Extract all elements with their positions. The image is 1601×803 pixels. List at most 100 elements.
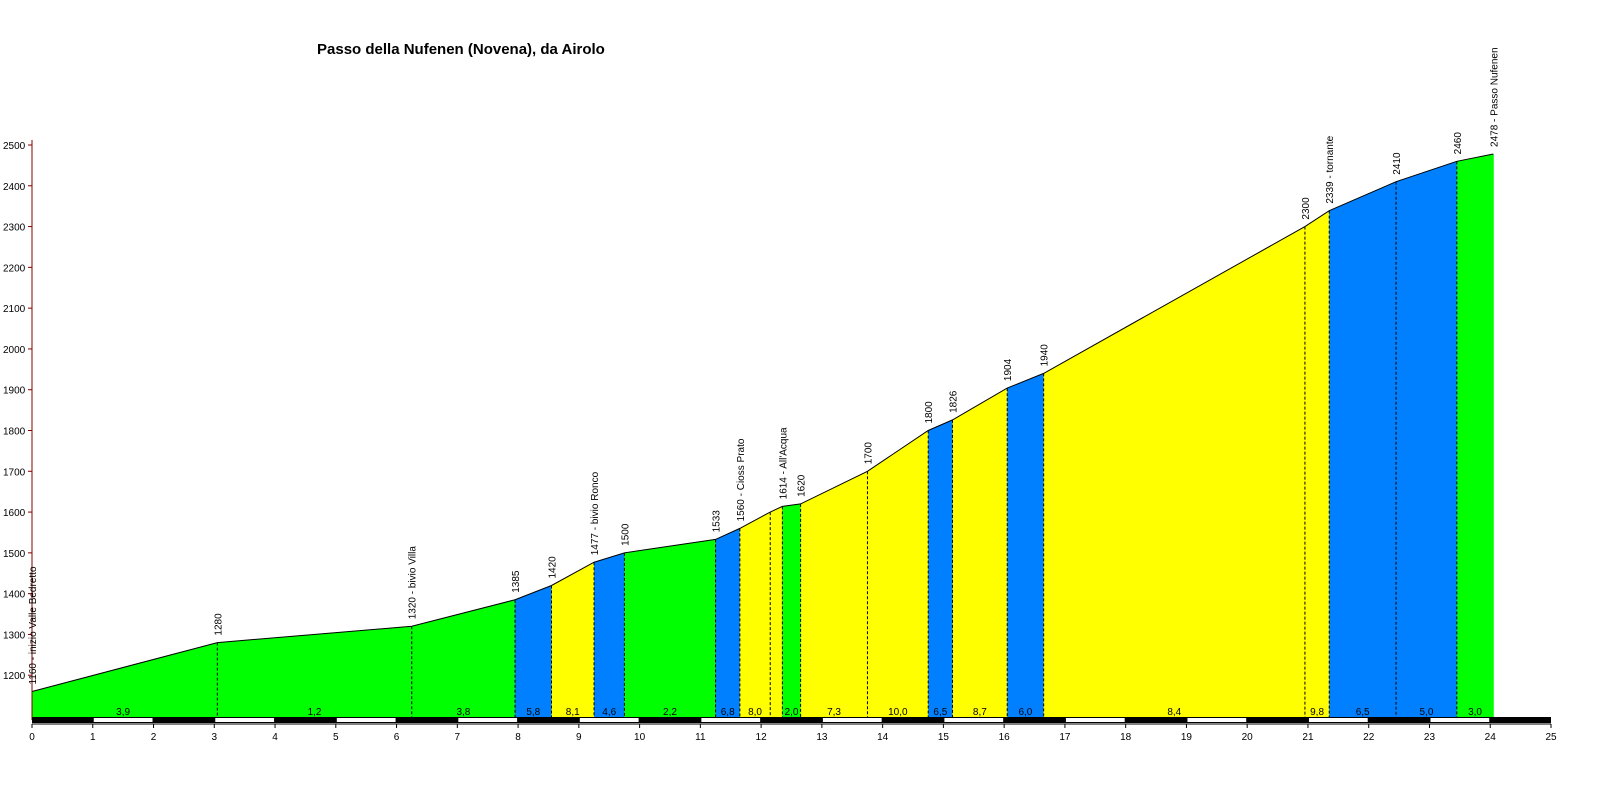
y-tick-label: 1800 bbox=[3, 427, 26, 438]
x-tick-label: 12 bbox=[756, 732, 768, 743]
x-tick-label: 13 bbox=[816, 732, 828, 743]
y-tick-label: 2100 bbox=[3, 304, 26, 315]
scale-bar-white-block bbox=[1187, 718, 1247, 722]
grade-label: 8,1 bbox=[566, 707, 580, 718]
segment-fill bbox=[1007, 373, 1044, 720]
scale-bar-white-block bbox=[944, 718, 1004, 722]
segment-fill bbox=[770, 506, 783, 720]
x-tick-label: 18 bbox=[1120, 732, 1132, 743]
scale-bar-white-block bbox=[822, 718, 882, 722]
segment-fill bbox=[928, 419, 953, 720]
x-tick-label: 10 bbox=[634, 732, 646, 743]
y-tick-label: 1400 bbox=[3, 590, 26, 601]
point-label: 1614 - All'Acqua bbox=[778, 427, 789, 499]
scale-bar-white-block bbox=[579, 718, 639, 722]
x-tick-label: 22 bbox=[1363, 732, 1375, 743]
scale-bar-white-block bbox=[336, 718, 396, 722]
y-tick-label: 2400 bbox=[3, 182, 26, 193]
x-tick-label: 20 bbox=[1242, 732, 1254, 743]
grade-label: 1,2 bbox=[308, 707, 322, 718]
point-labels: 1160 - inizio Valle Bedretto 1280 1320 - b… bbox=[28, 47, 1500, 684]
grade-label: 3,8 bbox=[456, 707, 470, 718]
scale-bar-base bbox=[32, 717, 1551, 723]
y-tick-label: 2500 bbox=[3, 141, 26, 152]
segment-fill bbox=[624, 539, 716, 720]
scale-bar-white-block bbox=[458, 718, 518, 722]
point-label: 1700 bbox=[863, 442, 874, 465]
profile-outline bbox=[31, 153, 1494, 693]
segment-fill bbox=[551, 562, 595, 720]
x-tick-label: 7 bbox=[455, 732, 461, 743]
x-tick-label: 16 bbox=[999, 732, 1011, 743]
grade-label: 6,5 bbox=[1356, 707, 1370, 718]
x-tick-label: 6 bbox=[394, 732, 400, 743]
segment-fill bbox=[411, 599, 516, 720]
segment-fill bbox=[515, 585, 552, 720]
x-tick-label: 2 bbox=[151, 732, 157, 743]
grade-label: 8,4 bbox=[1167, 707, 1181, 718]
segment-fill bbox=[594, 552, 625, 720]
grade-label: 3,9 bbox=[116, 707, 130, 718]
point-label: 1477 - bivio Ronco bbox=[590, 471, 601, 555]
point-label: 1320 - bivio Villa bbox=[408, 546, 419, 620]
x-tick-label: 4 bbox=[272, 732, 278, 743]
x-tick-label: 5 bbox=[333, 732, 339, 743]
scale-bar-white-block bbox=[93, 718, 153, 722]
scale-bar-white-block bbox=[215, 718, 275, 722]
x-tick-label: 11 bbox=[695, 732, 706, 743]
point-label: 1940 bbox=[1040, 344, 1051, 367]
scale-bar-white-block bbox=[1065, 718, 1125, 722]
point-label: 1826 bbox=[949, 390, 960, 413]
x-tick-label: 25 bbox=[1545, 732, 1557, 743]
scale-bar-white-block bbox=[1430, 718, 1490, 722]
segment-fill bbox=[800, 471, 868, 720]
x-tick-label: 8 bbox=[515, 732, 521, 743]
x-axis: 0 1 2 3 4 5 6 7 8 9 10 11 12 13 14 15 16 17 18 19 20 21 22 23 24… bbox=[29, 723, 1557, 743]
x-tick-label: 19 bbox=[1181, 732, 1193, 743]
scale-bar-white-block bbox=[1308, 718, 1368, 722]
grade-label: 2,0 bbox=[785, 707, 799, 718]
x-tick-label: 14 bbox=[877, 732, 889, 743]
y-axis: 1200 1300 1400 1500 1600 1700 1800 1900 2000 2100… bbox=[3, 140, 33, 720]
point-label: 1420 bbox=[547, 556, 558, 579]
y-tick-label: 2300 bbox=[3, 223, 26, 234]
grade-label: 5,8 bbox=[526, 707, 540, 718]
x-tick-label: 1 bbox=[90, 732, 96, 743]
grade-label: 7,3 bbox=[827, 707, 841, 718]
grade-label: 3,0 bbox=[1468, 707, 1482, 718]
chart-title: Passo della Nufenen (Novena), da Airolo bbox=[317, 41, 605, 58]
segment-fill bbox=[739, 512, 771, 720]
y-tick-label: 1700 bbox=[3, 467, 26, 478]
scale-bar-white-block bbox=[701, 718, 761, 722]
grade-label: 10,0 bbox=[888, 707, 908, 718]
y-tick-label: 1300 bbox=[3, 630, 26, 641]
y-tick-label: 1200 bbox=[3, 671, 26, 682]
point-label: 2410 bbox=[1392, 152, 1403, 175]
grade-label: 4,6 bbox=[602, 707, 616, 718]
segment-fill bbox=[1456, 153, 1494, 721]
point-label: 1800 bbox=[924, 401, 935, 424]
x-tick-label: 21 bbox=[1302, 732, 1314, 743]
point-label: 1160 - inizio Valle Bedretto bbox=[28, 566, 39, 684]
grade-label: 9,8 bbox=[1310, 707, 1324, 718]
profile-line bbox=[31, 153, 1494, 693]
point-label: 2478 - Passo Nufenen bbox=[1489, 47, 1500, 147]
x-tick-label: 0 bbox=[29, 732, 35, 743]
point-label: 1533 bbox=[712, 510, 723, 533]
point-label: 1620 bbox=[797, 474, 808, 497]
x-tick-label: 15 bbox=[938, 732, 950, 743]
y-tick-label: 1900 bbox=[3, 386, 26, 397]
point-label: 1904 bbox=[1003, 358, 1014, 381]
segment-fill bbox=[1396, 161, 1457, 721]
x-tick-label: 17 bbox=[1059, 732, 1071, 743]
y-tick-label: 2200 bbox=[3, 263, 26, 274]
grade-labels: 3,9 1,2 3,8 5,8 8,1 4,6 2,2 6,8 8,0 2,0 7,3 10,0 6,5… bbox=[116, 707, 1482, 718]
x-tick-label: 3 bbox=[211, 732, 217, 743]
grade-label: 6,8 bbox=[721, 707, 735, 718]
point-label: 1500 bbox=[620, 523, 631, 546]
segment-fill bbox=[217, 626, 412, 720]
grade-label: 6,5 bbox=[933, 707, 947, 718]
x-tick-label: 24 bbox=[1485, 732, 1497, 743]
segment-fill bbox=[867, 430, 929, 720]
